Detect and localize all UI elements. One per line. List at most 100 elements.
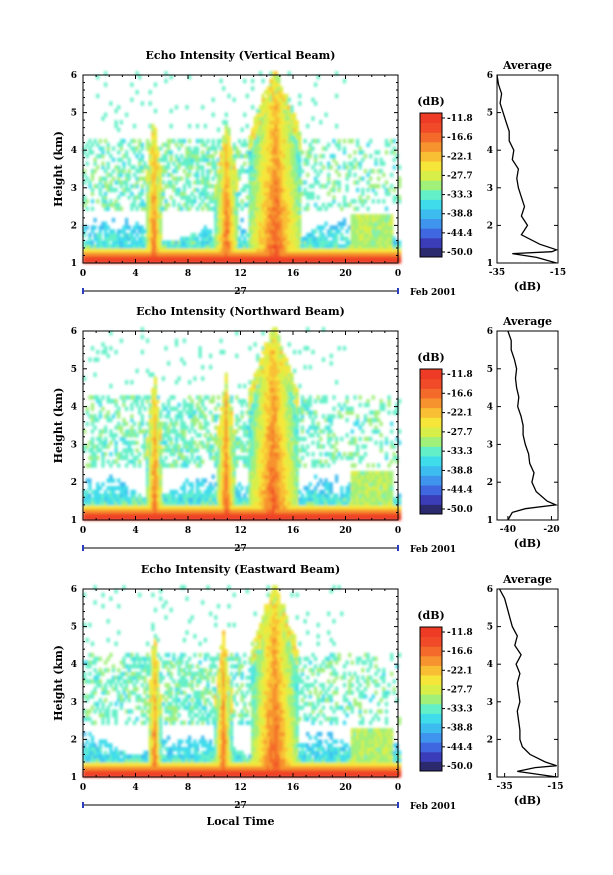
echo-cell — [363, 169, 368, 174]
echo-cell — [282, 497, 286, 502]
echo-cell — [114, 232, 118, 238]
echo-cell — [264, 255, 268, 260]
echo-cell — [156, 146, 160, 151]
echo-cell — [269, 127, 273, 132]
echo-cell — [138, 516, 142, 521]
echo-cell — [182, 444, 186, 449]
echo-cell — [198, 259, 202, 264]
echo-cell — [153, 150, 158, 155]
echo-cell — [398, 180, 402, 185]
x-tick-label: 12 — [234, 269, 247, 279]
echo-cell — [222, 154, 226, 159]
echo-cell — [377, 240, 381, 245]
echo-cell — [335, 236, 339, 242]
echo-cell — [379, 169, 383, 174]
echo-cell — [206, 429, 210, 434]
echo-cell — [261, 504, 265, 510]
echo-cell — [235, 169, 239, 174]
echo-cell — [303, 206, 307, 211]
echo-cell — [392, 248, 396, 253]
echo-cell — [206, 448, 210, 453]
echo-cell — [248, 217, 252, 223]
echo-cell — [185, 425, 189, 430]
echo-cell — [277, 123, 281, 129]
echo-cell — [245, 425, 249, 430]
echo-cell — [135, 504, 139, 510]
echo-cell — [293, 210, 297, 215]
echo-cell — [156, 452, 160, 457]
echo-cell — [156, 225, 160, 230]
echo-cell — [232, 504, 236, 510]
echo-cell — [83, 508, 87, 514]
echo-cell — [174, 187, 179, 193]
echo-cell — [285, 508, 289, 514]
echo-cell — [285, 199, 289, 204]
echo-cell — [143, 240, 147, 245]
echo-cell — [143, 206, 147, 211]
echo-cell — [264, 172, 268, 178]
echo-cell — [201, 482, 205, 487]
echo-cell — [182, 157, 186, 163]
echo-cell — [253, 187, 257, 193]
echo-cell — [153, 259, 158, 264]
echo-cell — [101, 512, 105, 517]
echo-cell — [156, 455, 160, 461]
echo-cell — [190, 497, 194, 502]
echo-cell — [114, 497, 118, 502]
echo-cell — [279, 470, 284, 476]
echo-cell — [282, 259, 286, 264]
echo-cell — [319, 248, 323, 253]
echo-cell — [125, 154, 129, 159]
echo-cell — [253, 508, 257, 514]
echo-cell — [279, 206, 284, 211]
echo-cell — [285, 169, 289, 174]
echo-cell — [122, 161, 126, 166]
echo-cell — [290, 165, 294, 170]
echo-cell — [279, 97, 284, 102]
echo-cell — [258, 214, 263, 219]
echo-cell — [151, 146, 155, 151]
echo-cell — [274, 406, 278, 411]
echo-cell — [277, 127, 281, 132]
echo-cell — [319, 206, 323, 211]
echo-cell — [258, 165, 263, 170]
echo-cell — [138, 459, 142, 464]
echo-cell — [251, 210, 255, 215]
echo-cell — [237, 172, 242, 178]
echo-cell — [96, 75, 100, 80]
echo-cell — [293, 225, 297, 230]
echo-cell — [232, 448, 236, 453]
echo-cell — [159, 217, 163, 223]
echo-cell — [190, 232, 194, 238]
echo-cell — [256, 470, 260, 476]
echo-cell — [119, 180, 123, 185]
echo-cell — [251, 421, 255, 427]
echo-cell — [253, 497, 257, 502]
echo-cell — [138, 165, 142, 170]
echo-cell — [177, 410, 181, 415]
echo-cell — [282, 172, 286, 178]
echo-cell — [104, 429, 108, 434]
echo-cell — [264, 217, 268, 223]
echo-cell — [230, 206, 234, 211]
echo-cell — [117, 206, 121, 211]
echo-cell — [248, 150, 252, 155]
echo-cell — [209, 410, 213, 415]
echo-cell — [253, 123, 257, 129]
echo-cell — [287, 169, 291, 174]
echo-cell — [277, 75, 281, 80]
echo-cell — [98, 259, 102, 264]
echo-cell — [245, 402, 249, 408]
echo-cell — [125, 217, 129, 223]
echo-cell — [258, 429, 263, 434]
echo-cell — [245, 184, 249, 189]
echo-cell — [148, 248, 152, 253]
echo-cell — [285, 512, 289, 517]
echo-cell — [167, 184, 171, 189]
echo-cell — [174, 429, 179, 434]
echo-cell — [240, 248, 244, 253]
echo-cell — [366, 214, 370, 219]
echo-cell — [148, 187, 152, 193]
echo-cell — [279, 202, 284, 208]
echo-cell — [151, 240, 155, 245]
